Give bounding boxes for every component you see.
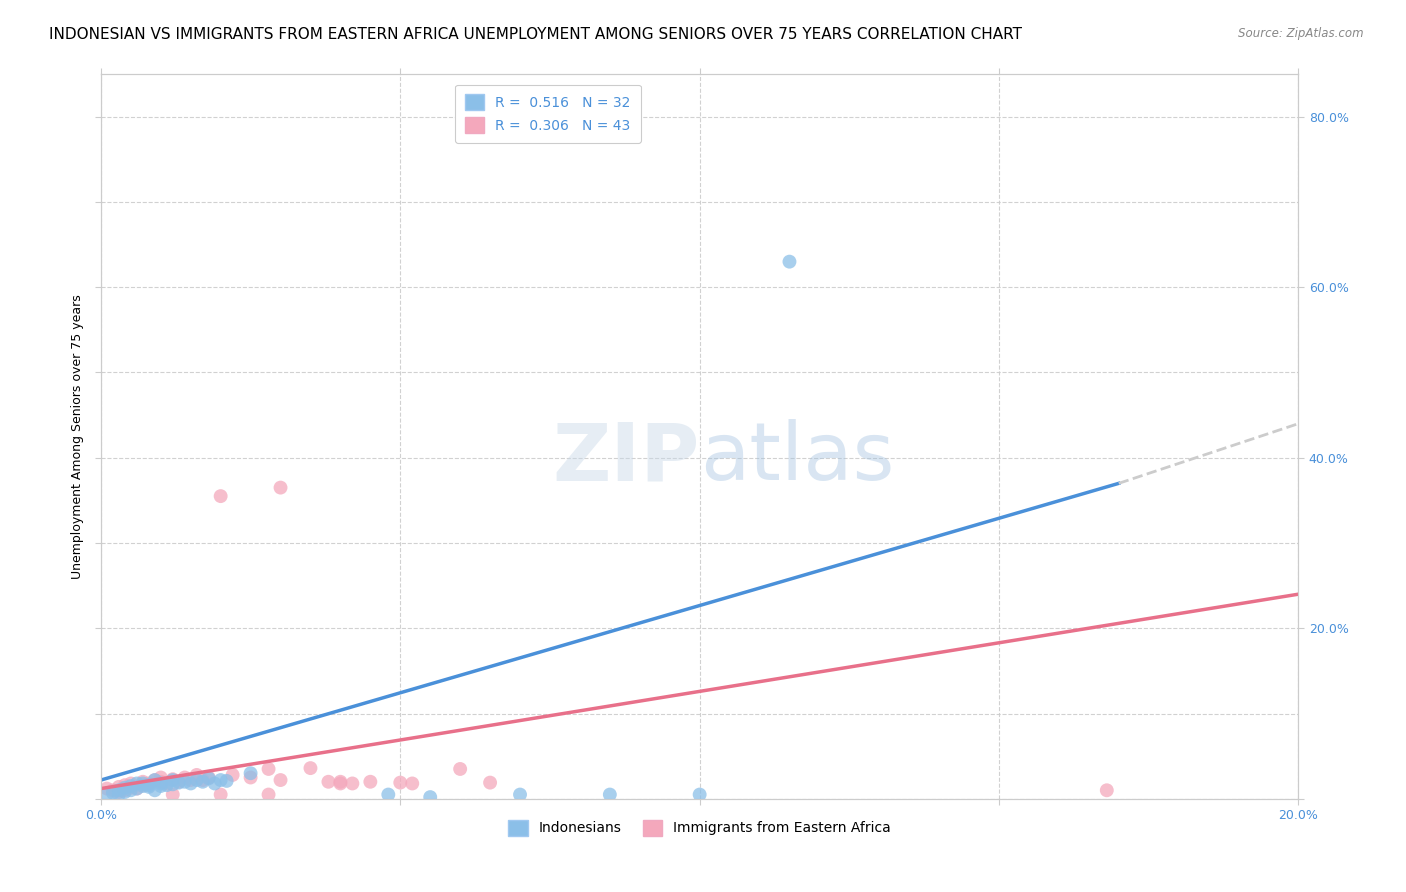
Point <box>162 777 184 791</box>
Point <box>204 776 226 790</box>
Point <box>114 778 136 792</box>
Point <box>197 772 219 786</box>
Point <box>270 773 292 788</box>
Point <box>132 779 155 793</box>
Point <box>125 776 148 790</box>
Point <box>125 781 148 796</box>
Point <box>191 773 214 788</box>
Point <box>239 766 262 780</box>
Point <box>419 790 441 805</box>
Point <box>149 779 172 793</box>
Point <box>401 776 423 790</box>
Point <box>162 788 184 802</box>
Point <box>108 780 131 794</box>
Point <box>329 774 352 789</box>
Point <box>143 773 166 788</box>
Point <box>173 771 195 785</box>
Legend: Indonesians, Immigrants from Eastern Africa: Indonesians, Immigrants from Eastern Afr… <box>501 812 900 844</box>
Point <box>132 778 155 792</box>
Point <box>329 776 352 790</box>
Point <box>257 762 280 776</box>
Point <box>120 779 142 793</box>
Point <box>149 774 172 789</box>
Point <box>689 788 711 802</box>
Point <box>132 776 155 790</box>
Point <box>167 774 190 789</box>
Point <box>342 776 364 790</box>
Point <box>479 775 502 789</box>
Point <box>389 775 412 789</box>
Text: INDONESIAN VS IMMIGRANTS FROM EASTERN AFRICA UNEMPLOYMENT AMONG SENIORS OVER 75 : INDONESIAN VS IMMIGRANTS FROM EASTERN AF… <box>49 27 1022 42</box>
Text: atlas: atlas <box>700 419 894 497</box>
Point <box>209 773 232 788</box>
Point <box>191 774 214 789</box>
Point <box>599 788 621 802</box>
Point <box>96 788 118 802</box>
Text: Source: ZipAtlas.com: Source: ZipAtlas.com <box>1239 27 1364 40</box>
Point <box>143 783 166 797</box>
Point <box>1095 783 1118 797</box>
Point <box>149 776 172 790</box>
Point <box>509 788 531 802</box>
Point <box>149 771 172 785</box>
Point <box>132 774 155 789</box>
Point <box>138 778 160 792</box>
Point <box>239 771 262 785</box>
Point <box>377 788 399 802</box>
Point <box>318 774 340 789</box>
Point <box>209 788 232 802</box>
Point <box>209 489 232 503</box>
Y-axis label: Unemployment Among Seniors over 75 years: Unemployment Among Seniors over 75 years <box>72 294 84 579</box>
Point <box>186 773 208 788</box>
Point <box>138 776 160 790</box>
Point <box>120 780 142 795</box>
Point <box>162 772 184 787</box>
Point <box>156 776 179 790</box>
Point <box>270 481 292 495</box>
Point <box>101 786 124 800</box>
Point <box>96 781 118 796</box>
Point <box>108 783 131 797</box>
Point <box>114 783 136 797</box>
Point <box>125 781 148 796</box>
Point <box>138 780 160 794</box>
Point <box>143 773 166 788</box>
Point <box>778 254 800 268</box>
Point <box>180 773 202 788</box>
Point <box>180 776 202 790</box>
Point <box>156 778 179 792</box>
Point <box>221 768 243 782</box>
Point <box>197 771 219 785</box>
Point <box>114 785 136 799</box>
Point <box>186 768 208 782</box>
Point <box>167 775 190 789</box>
Point <box>257 788 280 802</box>
Point <box>173 774 195 789</box>
Point <box>108 788 131 802</box>
Point <box>114 780 136 795</box>
Point <box>359 774 381 789</box>
Point <box>449 762 471 776</box>
Point <box>120 783 142 797</box>
Point <box>108 785 131 799</box>
Point <box>299 761 322 775</box>
Point <box>120 776 142 790</box>
Point <box>215 773 238 788</box>
Text: ZIP: ZIP <box>553 419 700 497</box>
Point <box>162 773 184 788</box>
Point <box>101 783 124 797</box>
